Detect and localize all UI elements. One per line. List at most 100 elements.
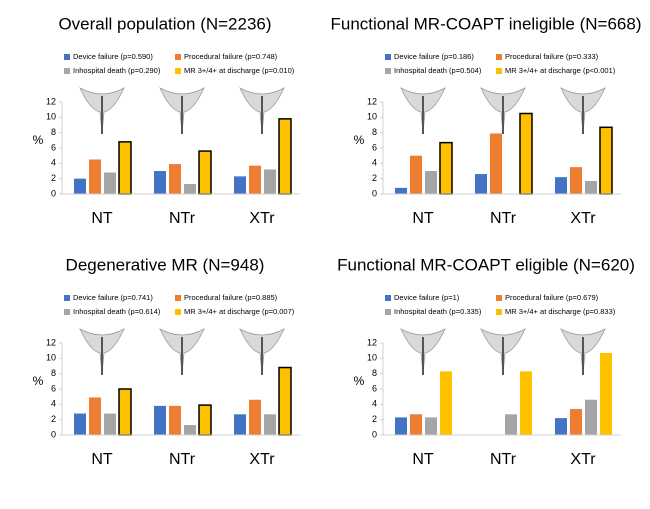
legend-swatch (64, 68, 70, 74)
bar (234, 176, 246, 194)
bar (600, 352, 612, 435)
legend-label: MR 3+/4+ at discharge (p<0.001) (505, 66, 616, 75)
y-tick-label: 8 (372, 368, 377, 378)
y-tick-label: 10 (46, 112, 56, 122)
y-tick-label: 12 (46, 96, 56, 106)
bar (104, 172, 116, 194)
y-tick-label: 4 (372, 399, 377, 409)
x-tick-label: XTr (249, 210, 275, 227)
y-tick-label: 12 (367, 96, 377, 106)
bar (395, 187, 407, 194)
bar (154, 171, 166, 194)
bar (570, 408, 582, 435)
bar (519, 112, 533, 195)
y-axis-label: % (354, 133, 365, 147)
chart-title: Functional MR-COAPT eligible (N=620) (337, 255, 635, 274)
chart-panel: Degenerative MR (N=948) Device failure (p… (33, 255, 300, 468)
bar (599, 126, 613, 195)
chart-panel: Functional MR-COAPT ineligible (N=668) De… (330, 14, 641, 227)
legend-swatch (385, 309, 391, 315)
legend-label: Procedural failure (p=0.748) (184, 52, 278, 61)
bar (585, 399, 597, 435)
bar (490, 133, 502, 194)
y-tick-label: 12 (367, 337, 377, 347)
bar (169, 164, 181, 194)
device-icon (400, 87, 446, 134)
legend-label: Inhospital death (p=0.335) (394, 307, 482, 316)
bar (410, 414, 422, 435)
legend-label: Procedural failure (p=0.333) (505, 52, 599, 61)
bar (154, 405, 166, 435)
legend-label: Device failure (p=0.590) (73, 52, 153, 61)
device-icon (239, 328, 285, 375)
device-icon (560, 328, 606, 375)
bar (440, 371, 452, 435)
y-tick-label: 2 (51, 173, 56, 183)
x-tick-label: NT (412, 451, 434, 468)
y-tick-label: 4 (372, 158, 377, 168)
bar (475, 174, 487, 194)
bar (249, 165, 261, 194)
y-tick-label: 0 (51, 429, 56, 439)
bar (169, 405, 181, 435)
chart-panel: Overall population (N=2236) Device failur… (33, 14, 300, 227)
bar (264, 169, 276, 194)
x-tick-label: NTr (169, 210, 196, 227)
legend-swatch (496, 295, 502, 301)
y-tick-label: 8 (372, 127, 377, 137)
legend-label: Device failure (p=0.741) (73, 293, 153, 302)
y-tick-label: 10 (46, 353, 56, 363)
y-axis-label: % (33, 374, 44, 388)
bar (74, 178, 86, 194)
bar (89, 397, 101, 435)
x-tick-label: NT (91, 210, 113, 227)
legend-swatch (175, 54, 181, 60)
legend-swatch (175, 68, 181, 74)
y-tick-label: 6 (51, 142, 56, 152)
bar (198, 150, 212, 195)
bar (425, 171, 437, 194)
y-tick-label: 0 (372, 429, 377, 439)
legend-label: Procedural failure (p=0.679) (505, 293, 599, 302)
legend-label: Inhospital death (p=0.504) (394, 66, 482, 75)
legend-label: Inhospital death (p=0.614) (73, 307, 161, 316)
bar (520, 371, 532, 435)
y-tick-label: 6 (372, 142, 377, 152)
y-tick-label: 12 (46, 337, 56, 347)
y-tick-label: 8 (51, 127, 56, 137)
legend-swatch (385, 295, 391, 301)
bar (555, 177, 567, 194)
bar (395, 417, 407, 435)
y-tick-label: 6 (51, 383, 56, 393)
bar (104, 413, 116, 435)
bar (439, 141, 453, 195)
y-tick-label: 6 (372, 383, 377, 393)
legend-swatch (175, 309, 181, 315)
chart-panel: Functional MR-COAPT eligible (N=620) Devi… (337, 255, 635, 468)
x-tick-label: XTr (570, 451, 596, 468)
bar (89, 159, 101, 194)
bar (118, 141, 132, 195)
x-tick-label: XTr (570, 210, 596, 227)
x-tick-label: NTr (169, 451, 196, 468)
chart-title: Degenerative MR (N=948) (66, 255, 265, 274)
bar (264, 414, 276, 435)
y-tick-label: 0 (51, 188, 56, 198)
legend-swatch (385, 68, 391, 74)
legend-label: Procedural failure (p=0.885) (184, 293, 278, 302)
y-tick-label: 2 (372, 414, 377, 424)
y-tick-label: 2 (51, 414, 56, 424)
device-icon (159, 87, 205, 134)
bar (118, 388, 132, 436)
bar (198, 404, 212, 436)
y-tick-label: 4 (51, 399, 56, 409)
device-icon (79, 328, 125, 375)
x-tick-label: NT (91, 451, 113, 468)
legend-label: MR 3+/4+ at discharge (p=0.833) (505, 307, 616, 316)
device-icon (480, 328, 526, 375)
legend-label: Device failure (p=0.186) (394, 52, 474, 61)
bar (555, 418, 567, 435)
legend-swatch (64, 54, 70, 60)
legend-label: MR 3+/4+ at discharge (p=0.010) (184, 66, 295, 75)
